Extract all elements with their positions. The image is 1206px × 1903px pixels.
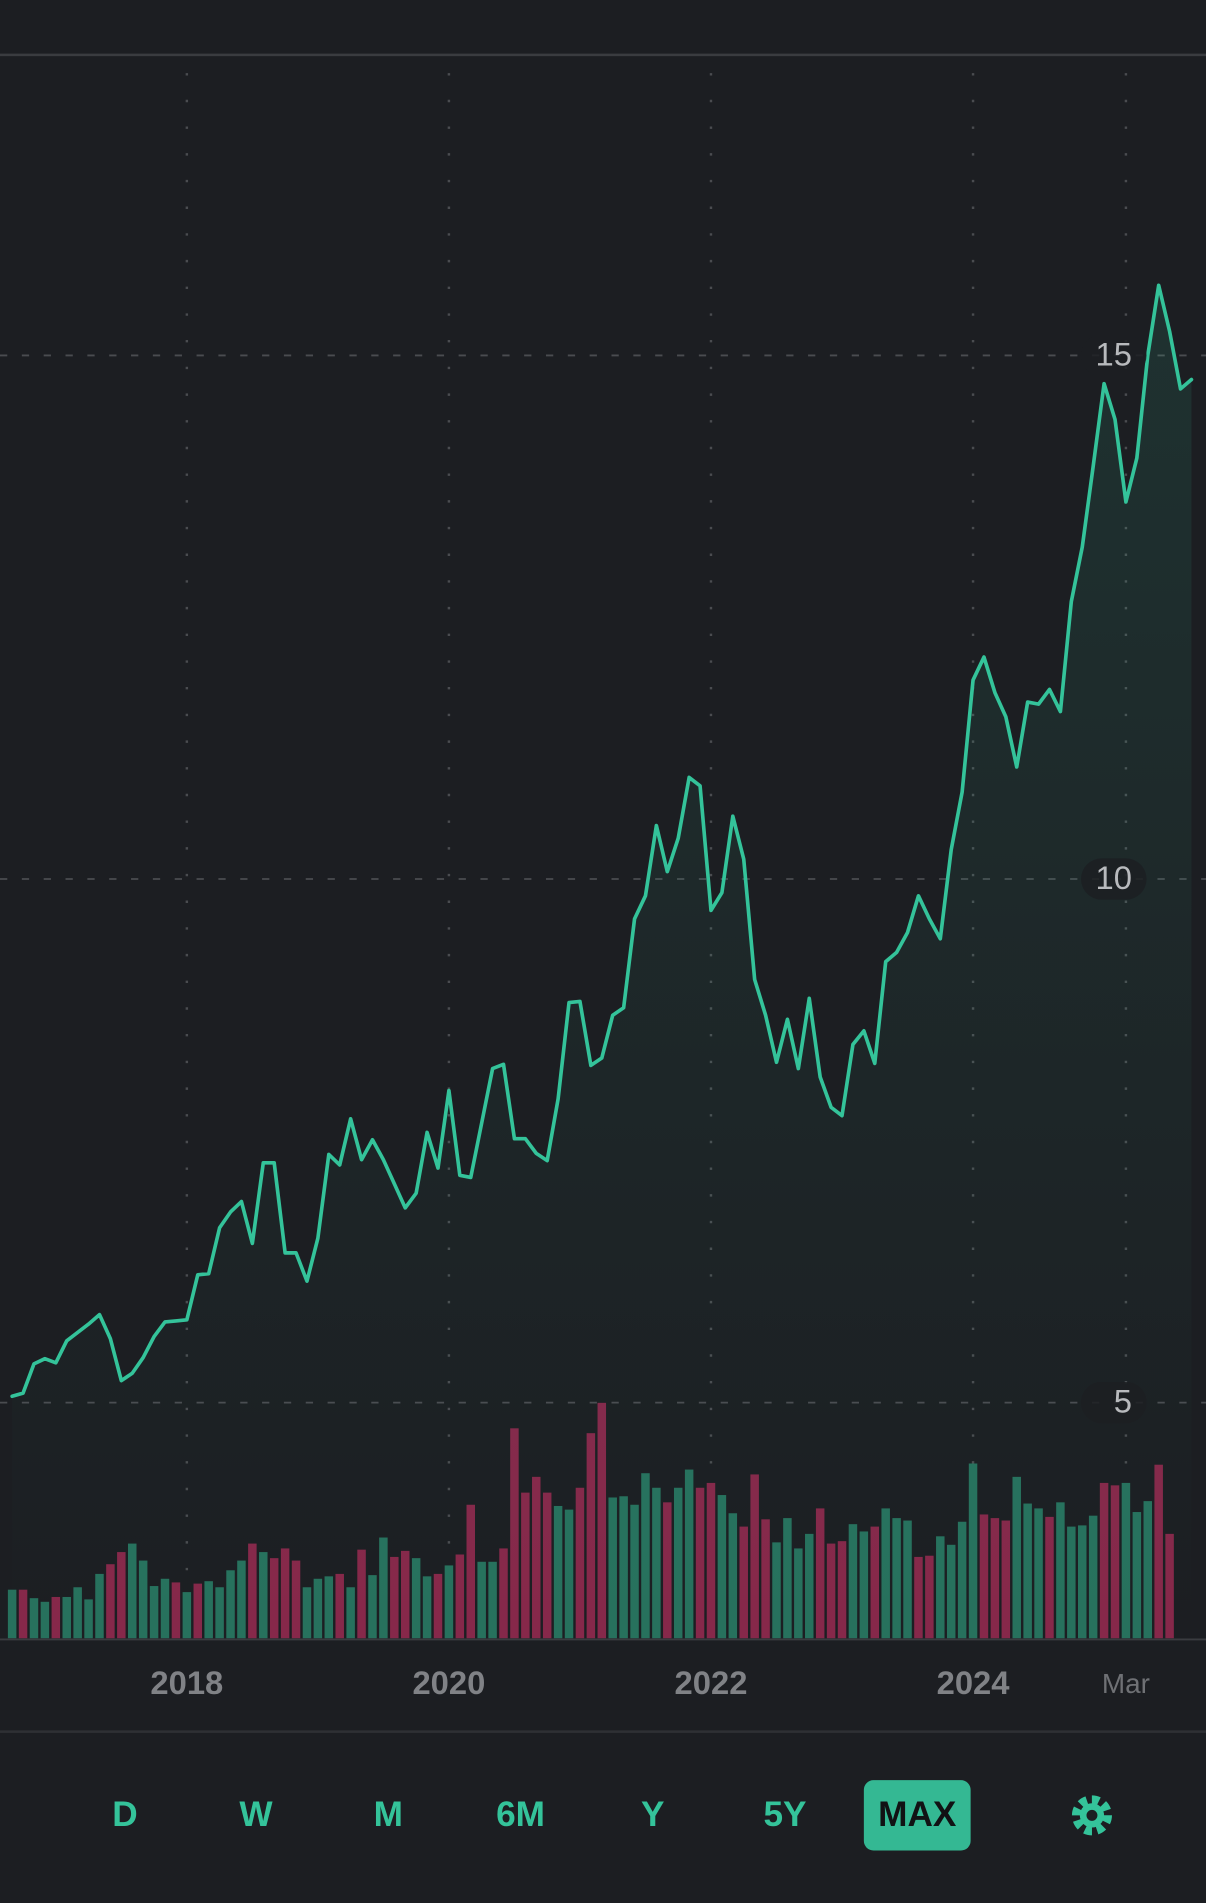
x-tick-label: 2018 (150, 1664, 223, 1701)
range-button-label: D (112, 1795, 137, 1834)
x-tick-label: Mar (1102, 1668, 1150, 1699)
range-button[interactable]: W (239, 1795, 273, 1834)
range-button[interactable]: Y (641, 1795, 664, 1834)
range-button-bg (863, 1780, 971, 1851)
price-line (10, 283, 1194, 1399)
range-button[interactable]: M (374, 1795, 403, 1834)
y-tick-pill (1081, 334, 1147, 377)
y-tick-label: 10 (1096, 859, 1132, 896)
gear-hole (1086, 1809, 1098, 1821)
range-button-label: W (239, 1795, 273, 1834)
range-button[interactable]: 5Y (763, 1795, 806, 1834)
range-button-label: 6M (496, 1795, 545, 1834)
x-tick-label: 2020 (412, 1664, 485, 1701)
range-button-label: 5Y (763, 1795, 806, 1834)
price-area (12, 285, 1192, 1639)
range-button[interactable]: 6M (496, 1795, 545, 1834)
y-tick-pill (1081, 1381, 1147, 1424)
range-button-label: M (374, 1795, 403, 1834)
x-tick-label: 2022 (675, 1664, 748, 1701)
range-button-label: Y (641, 1795, 664, 1834)
x-tick-label: 2024 (937, 1664, 1011, 1701)
y-tick-label: 5 (1114, 1382, 1132, 1419)
range-button[interactable]: MAX (863, 1780, 971, 1851)
range-button-label: MAX (878, 1795, 957, 1834)
y-tick-pill (1081, 858, 1147, 900)
y-tick-label: 15 (1096, 335, 1132, 372)
range-button[interactable]: D (112, 1795, 137, 1834)
